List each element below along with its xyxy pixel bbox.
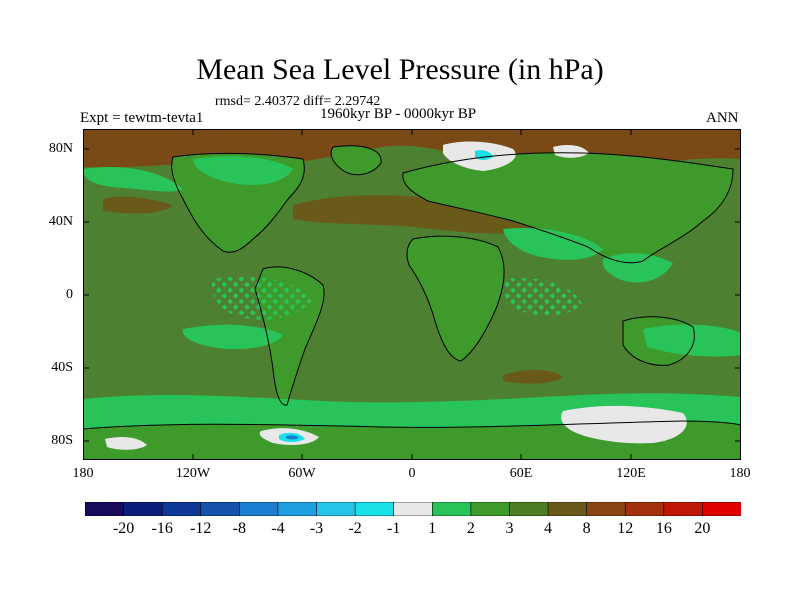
colorbar-swatch — [277, 502, 318, 516]
lon-label-60w: 60W — [288, 466, 316, 481]
green-patch-5 — [182, 324, 283, 350]
lat-label-40n: 40N — [48, 214, 73, 229]
colorbar-swatch — [547, 502, 588, 516]
colorbar-swatch — [85, 502, 125, 516]
green-patch-4 — [602, 253, 673, 283]
lon-label-60e: 60E — [509, 466, 533, 481]
lon-label-180e: 180 — [729, 466, 751, 481]
colorbar-swatch — [200, 502, 241, 516]
colorbar-swatch — [431, 502, 472, 516]
dotted-region-2 — [502, 278, 583, 316]
blue-patch-antarctic — [286, 435, 299, 440]
colorbar-swatch — [354, 502, 395, 516]
green-patch-3 — [503, 227, 603, 260]
colorbar-swatch — [316, 502, 356, 516]
colorbar-label: -3 — [309, 520, 324, 537]
lat-label-0: 0 — [66, 287, 73, 302]
colorbar-label: -12 — [190, 520, 212, 537]
green-patch-1 — [83, 167, 183, 192]
lat-label-80n: 80N — [48, 141, 73, 156]
experiment-label: Expt = tewtm-tevta1 — [80, 110, 204, 126]
colorbar-swatch — [239, 502, 279, 516]
colorbar-label: 4 — [544, 520, 553, 537]
colorbar-swatch — [663, 502, 704, 516]
lon-label-120w: 120W — [175, 466, 211, 481]
colorbar-swatch — [586, 502, 627, 516]
ice-antarctic-pacific — [105, 437, 147, 450]
colorbar-label: -16 — [151, 520, 173, 537]
africa — [406, 236, 505, 361]
colorbar-label: 12 — [617, 520, 634, 537]
colorbar-swatch — [509, 502, 549, 516]
coastlines — [83, 145, 741, 430]
colorbar-swatch — [624, 502, 665, 516]
colorbar-label: -4 — [271, 520, 285, 537]
ice-antarctic-east — [561, 405, 687, 444]
colorbar-label: 20 — [694, 520, 711, 537]
colorbar-label: 1 — [428, 520, 437, 537]
ice-scandinavia — [553, 145, 589, 158]
colorbar-swatch — [470, 502, 511, 516]
pressure-map — [83, 129, 741, 460]
green-patch-6 — [643, 324, 741, 357]
brown-patch-pacific — [103, 196, 173, 214]
stats-text: rmsd= 2.40372 diff= 2.29742 — [215, 94, 381, 109]
colorbar-swatch — [123, 502, 163, 516]
colorbar-label: 3 — [505, 520, 514, 537]
colorbar-label: 8 — [582, 520, 591, 537]
brown-patch-south-atlantic — [503, 369, 563, 384]
eurasia — [402, 152, 733, 263]
colorbar-label: -2 — [348, 520, 362, 537]
green-patch-2 — [193, 156, 293, 185]
greenland — [331, 145, 382, 175]
map-title: Mean Sea Level Pressure (in hPa) — [196, 53, 604, 86]
colorbar-label: 2 — [466, 520, 475, 537]
lat-label-80s: 80S — [51, 433, 73, 448]
dotted-region-1 — [211, 276, 313, 320]
colorbar-label: -20 — [112, 520, 135, 537]
colorbar — [85, 502, 741, 516]
lon-label-120e: 120E — [616, 466, 646, 481]
colorbar-swatch — [161, 502, 202, 516]
map-ticks — [83, 129, 741, 460]
season-label: ANN — [706, 110, 739, 126]
colorbar-swatch — [393, 502, 434, 516]
period-label: 1960kyr BP - 0000kyr BP — [320, 106, 477, 122]
lon-label-0: 0 — [408, 466, 416, 481]
lat-label-40s: 40S — [51, 360, 73, 375]
lon-label-180w: 180 — [72, 466, 94, 481]
colorbar-swatch — [702, 502, 741, 516]
colorbar-label: -1 — [387, 520, 401, 537]
colorbar-label: 16 — [655, 520, 672, 537]
colorbar-label: -8 — [232, 520, 247, 537]
